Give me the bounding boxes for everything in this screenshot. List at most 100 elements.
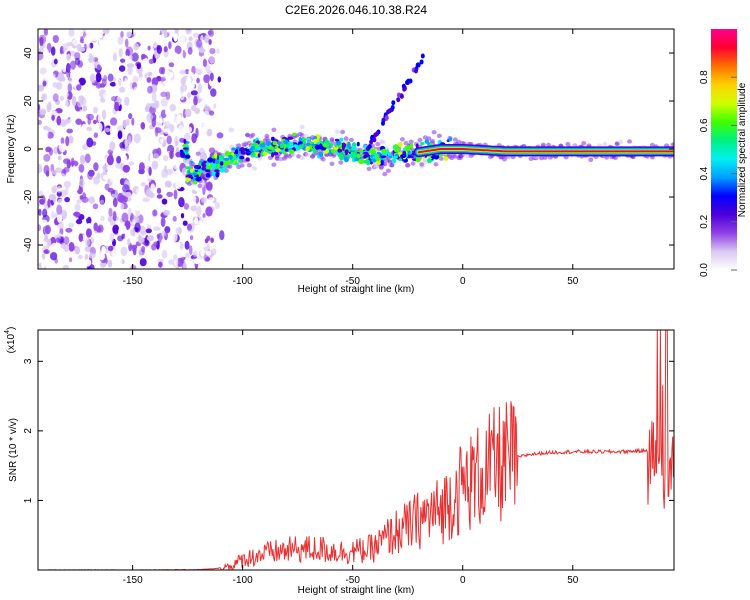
noise-speckle <box>84 259 92 267</box>
noise-speckle <box>153 216 157 224</box>
noise-speckle <box>142 197 150 203</box>
noise-speckle <box>185 252 190 259</box>
noise-speckle <box>151 103 158 108</box>
signal-blob <box>276 148 281 152</box>
noise-speckle <box>74 139 80 145</box>
noise-speckle <box>203 74 210 83</box>
signal-blob <box>239 155 245 160</box>
signal-blob <box>339 137 344 142</box>
svg-text:(x104): (x104) <box>4 327 17 354</box>
noise-speckle <box>72 39 79 46</box>
noise-speckle <box>62 64 67 73</box>
signal-blob <box>284 148 289 152</box>
noise-speckle <box>200 90 206 98</box>
noise-speckle <box>69 71 77 80</box>
noise-speckle <box>97 31 102 38</box>
noise-speckle <box>165 61 170 70</box>
noise-speckle <box>203 141 211 152</box>
noise-speckle <box>92 119 97 125</box>
noise-speckle <box>127 238 131 246</box>
noise-speckle <box>146 112 154 123</box>
noise-speckle <box>40 175 48 182</box>
noise-speckle <box>203 133 208 141</box>
noise-speckle <box>206 235 211 241</box>
snr-y-ticks: 1 2 3 <box>23 358 674 503</box>
noise-speckle <box>161 168 169 179</box>
noise-speckle <box>43 154 51 162</box>
signal-halo <box>340 129 346 135</box>
noise-speckle <box>86 137 94 148</box>
noise-speckle <box>147 71 153 77</box>
noise-speckle <box>196 60 203 70</box>
signal-halo <box>403 141 409 146</box>
signal-blob <box>404 145 411 149</box>
snr-background <box>38 330 674 570</box>
noise-speckle <box>208 197 215 203</box>
noise-speckle <box>60 137 65 145</box>
noise-speckle <box>202 216 211 226</box>
noise-speckle <box>171 113 176 122</box>
noise-speckle <box>109 125 116 136</box>
noise-speckle <box>45 146 52 153</box>
signal-blob <box>231 147 236 151</box>
noise-speckle <box>131 218 136 226</box>
noise-speckle <box>205 181 213 191</box>
noise-speckle <box>124 77 128 87</box>
noise-speckle <box>194 217 199 225</box>
noise-speckle <box>120 31 124 38</box>
noise-speckle <box>214 202 220 210</box>
x-tick-label: -150 <box>123 276 143 287</box>
noise-speckle <box>162 155 169 162</box>
signal-blob <box>207 157 214 163</box>
noise-speckle <box>66 53 71 61</box>
noise-speckle <box>57 185 62 193</box>
noise-speckle <box>97 224 104 233</box>
signal-blob <box>239 148 245 152</box>
colorbar-tick-label: 0.2 <box>699 214 710 228</box>
signal-blob <box>234 148 239 155</box>
noise-speckle <box>147 85 153 94</box>
signal-blob <box>335 140 341 146</box>
noise-speckle <box>63 180 72 188</box>
noise-speckle <box>86 126 93 132</box>
noise-speckle <box>138 162 145 172</box>
signal-blob <box>329 142 334 147</box>
noise-speckle <box>87 113 94 121</box>
signal-blob <box>193 180 198 185</box>
signal-blob <box>283 145 287 150</box>
noise-speckle <box>51 185 57 194</box>
noise-speckle <box>119 86 126 93</box>
signal-halo <box>602 141 608 147</box>
signal-halo <box>271 162 277 167</box>
snr-multiplier-base: (x10 <box>6 333 17 353</box>
signal-blob <box>363 154 367 159</box>
signal-blob <box>279 143 285 149</box>
noise-speckle <box>111 96 118 102</box>
noise-speckle <box>148 58 154 65</box>
signal-blob <box>186 174 193 179</box>
signal-blob <box>391 158 397 164</box>
noise-speckle <box>117 235 124 242</box>
signal-blob <box>393 147 400 153</box>
signal-halo <box>452 137 458 142</box>
signal-blob <box>387 152 392 157</box>
signal-blob <box>375 156 380 162</box>
noise-speckle <box>118 48 123 58</box>
noise-speckle <box>146 255 152 262</box>
noise-speckle <box>71 95 77 107</box>
noise-speckle <box>63 220 69 227</box>
signal-blob <box>331 149 336 154</box>
noise-speckle <box>219 230 225 241</box>
signal-halo <box>618 139 624 145</box>
noise-speckle <box>136 63 141 70</box>
noise-speckle <box>168 41 172 50</box>
noise-speckle <box>74 148 78 159</box>
noise-speckle <box>171 52 179 61</box>
noise-speckle <box>185 29 192 35</box>
noise-speckle <box>189 100 194 107</box>
noise-speckle <box>112 197 118 208</box>
noise-speckle <box>99 199 105 204</box>
signal-halo <box>283 154 289 159</box>
signal-halo <box>334 129 340 134</box>
noise-speckle <box>71 215 77 222</box>
